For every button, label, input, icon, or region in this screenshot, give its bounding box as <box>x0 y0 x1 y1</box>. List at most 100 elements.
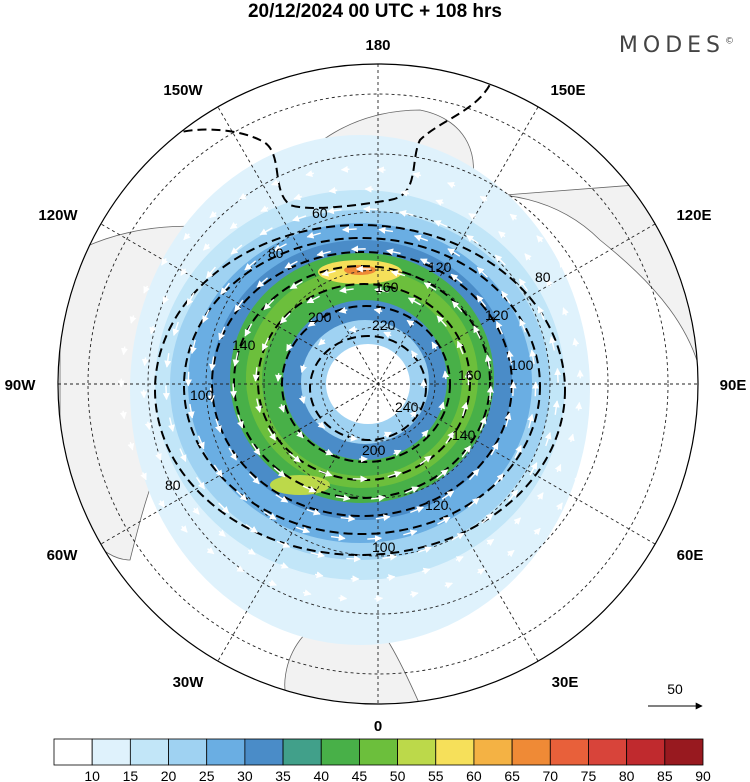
wind-vector-arrow <box>508 489 519 502</box>
wind-vector-arrow <box>444 582 453 589</box>
wind-vector-arrow <box>261 337 270 351</box>
wind-vector-arrow <box>280 562 289 569</box>
wind-vector-arrow <box>390 270 406 277</box>
wind-vector-arrow <box>321 269 336 277</box>
wind-vector-arrow <box>509 213 518 221</box>
wind-vector-arrow <box>546 278 553 287</box>
wind-vector-arrow <box>220 282 230 295</box>
wind-vector-arrow <box>431 341 439 350</box>
colorbar-label: 45 <box>352 768 368 782</box>
wind-vector-arrow <box>141 357 149 367</box>
wind-vector-arrow <box>464 370 472 386</box>
colorbar-label: 30 <box>237 768 253 782</box>
wind-vector-arrow <box>292 215 307 222</box>
wind-vector-arrow <box>423 282 437 291</box>
wind-vector-arrow <box>186 292 195 306</box>
wind-vector-arrow <box>421 567 431 575</box>
wind-vector-arrow <box>305 170 314 178</box>
wind-vector-arrow <box>501 290 511 304</box>
colorbar-swatch <box>53 738 93 766</box>
wind-vector-arrow <box>236 490 248 501</box>
wind-vector-arrow <box>143 285 150 294</box>
contour-label: 160 <box>458 367 482 383</box>
shade-core <box>326 344 410 424</box>
colorbar-swatch <box>129 738 169 766</box>
wind-vector-arrow <box>229 222 238 230</box>
wind-vector-arrow <box>340 514 356 522</box>
wind-vector-arrow <box>276 540 291 548</box>
contour-label: 120 <box>425 497 449 513</box>
map-disk: 60 80 120 160 200 220 240 200 140 160 12… <box>58 64 698 704</box>
wind-vector-arrow <box>162 295 170 305</box>
wind-vector-arrow <box>183 232 191 241</box>
wind-vector-arrow <box>157 500 165 508</box>
wind-vector-arrow <box>552 400 560 415</box>
colorbar-swatch <box>626 738 666 766</box>
wind-vector-arrow <box>293 193 303 201</box>
wind-vector-arrow <box>393 449 402 457</box>
wind-vector-arrow <box>442 370 450 380</box>
wind-vector-arrow <box>367 535 382 543</box>
wind-vector-arrow <box>149 325 157 335</box>
wind-vector-arrow <box>455 556 464 563</box>
wind-vector-arrow <box>374 287 389 294</box>
wind-vector-arrow <box>498 231 506 239</box>
wind-vector-arrow <box>171 481 178 490</box>
wind-vector-arrow <box>468 213 477 220</box>
wind-vector-arrow <box>263 511 277 520</box>
wind-vector-arrow <box>479 195 488 203</box>
wind-vector-arrow <box>513 517 521 525</box>
wind-vector-arrow <box>172 321 180 336</box>
wind-vector-arrow <box>302 485 317 493</box>
wind-vector-arrow <box>168 417 175 432</box>
wind-vector-arrow <box>263 298 275 311</box>
wind-vector-arrow <box>495 320 504 335</box>
wind-vector-arrow <box>256 277 269 288</box>
contour-outer <box>154 224 566 556</box>
wind-vector-arrow <box>436 469 449 479</box>
wind-vector-arrow <box>255 398 262 413</box>
wind-vector-arrow <box>589 317 597 326</box>
wind-vector-arrow <box>494 254 506 266</box>
wind-vector-arrow <box>129 315 137 324</box>
wind-vector-arrow <box>247 548 256 555</box>
wind-vector-arrow <box>363 205 378 213</box>
wind-vector-arrow <box>340 165 350 173</box>
wind-vector-arrow <box>335 494 351 502</box>
wind-vector-arrow <box>572 337 580 347</box>
wind-vector-arrow <box>192 507 200 515</box>
wind-vector-arrow <box>206 547 215 555</box>
wind-vector-arrow <box>289 280 303 290</box>
wind-vector-arrow <box>514 444 522 459</box>
lon-label-180: 180 <box>365 37 390 54</box>
colorbar-label: 50 <box>390 768 406 782</box>
modes-logo: MODES© <box>619 33 734 58</box>
wind-vector-arrow <box>218 502 230 514</box>
wind-vector-arrow <box>509 381 517 396</box>
wind-vector-arrow <box>437 516 451 525</box>
wind-vector-arrow <box>400 189 410 197</box>
wind-vector-arrow <box>456 340 464 355</box>
wind-vector-arrow <box>554 367 562 383</box>
colorbar-swatch <box>435 738 475 766</box>
wind-vector-arrow <box>127 442 135 451</box>
wind-vector-arrow <box>271 179 280 186</box>
colorbar-label: 15 <box>123 768 139 782</box>
wind-vector-arrow <box>208 356 216 372</box>
wind-vector-arrow <box>318 338 326 346</box>
wind-vector-arrow <box>451 532 465 541</box>
lon-label-120e: 120E <box>676 207 711 224</box>
wind-vector-arrow <box>278 404 286 413</box>
wind-vector-arrow <box>519 318 527 333</box>
wind-vector-arrow <box>399 210 414 217</box>
wind-vector-arrow <box>273 243 287 252</box>
wind-vector-arrow <box>533 527 541 536</box>
shade-yellow-south <box>270 475 330 495</box>
contour-label: 100 <box>372 539 396 555</box>
wind-vector-arrow <box>218 529 226 537</box>
wind-vector-arrow <box>587 444 595 453</box>
lon-label-60e: 60E <box>677 547 704 564</box>
wind-vector-arrow <box>527 413 535 429</box>
wind-vector-arrow <box>386 574 396 582</box>
